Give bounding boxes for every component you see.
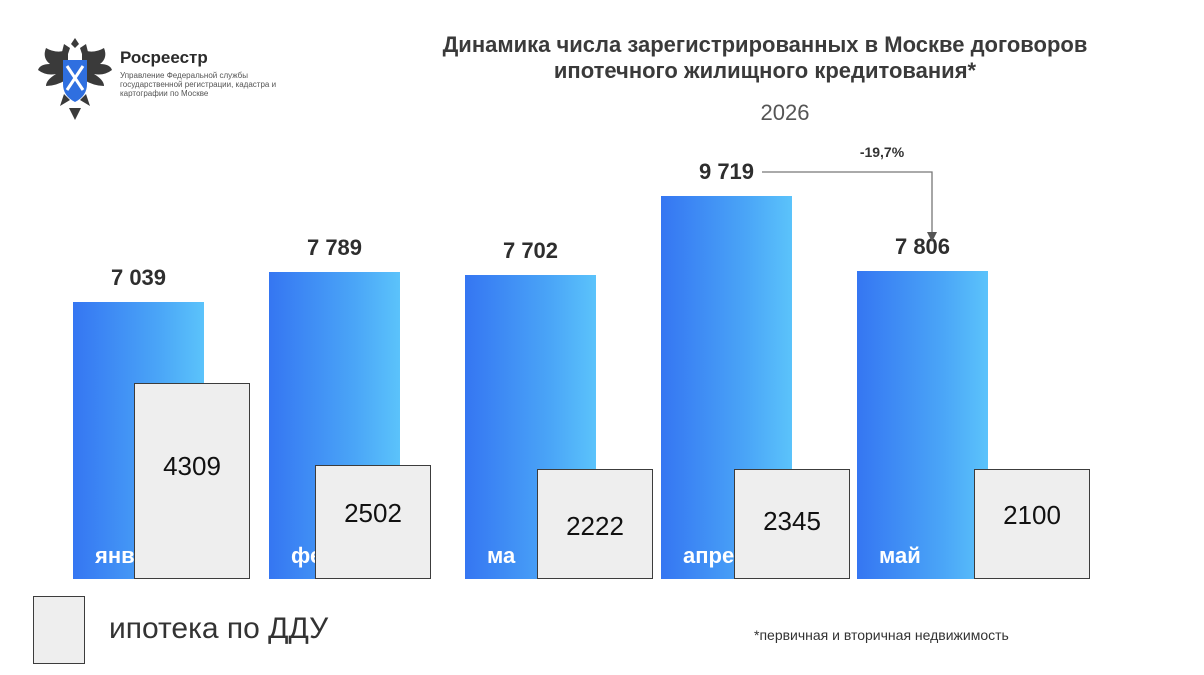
change-annotation: -19,7%	[859, 144, 905, 160]
footnote: *первичная и вторичная недвижимость	[754, 627, 1009, 643]
bar-value-label-2: 7 789	[306, 235, 363, 261]
ddu-value-box-1: 4309	[134, 383, 250, 579]
bar-value-label-3: 7 702	[502, 238, 559, 264]
ddu-value-box-5: 2100	[974, 469, 1090, 579]
rosreestr-logo: Росреестр Управление Федеральной службы …	[34, 34, 294, 124]
eagle-emblem-icon	[38, 38, 112, 120]
legend-swatch-ddu	[33, 596, 85, 664]
ddu-value-box-2: 2502	[315, 465, 431, 579]
bar-value-label-1: 7 039	[110, 264, 167, 290]
bar-value-label-5: 7 806	[894, 234, 951, 260]
category-label-3: ма	[487, 543, 516, 568]
org-name: Росреестр	[120, 48, 208, 67]
org-subtitle: Управление Федеральной службы государств…	[120, 71, 277, 98]
chart-title: Динамика числа зарегистрированных в Моск…	[442, 32, 1088, 83]
ddu-value-box-4: 2345	[734, 469, 850, 579]
category-label-4: апре	[683, 543, 734, 568]
chart-subtitle: 2026	[760, 100, 810, 125]
legend-label-ddu: ипотека по ДДУ	[109, 612, 329, 645]
category-label-5: май	[879, 543, 921, 568]
arrow-head-icon	[927, 232, 937, 242]
category-label-2: фе	[291, 543, 315, 568]
bar-value-label-4: 9 719	[698, 159, 755, 184]
ddu-value-box-3: 2222	[537, 469, 653, 579]
bar-total-5	[857, 271, 988, 579]
category-label-1: янв	[95, 543, 134, 568]
